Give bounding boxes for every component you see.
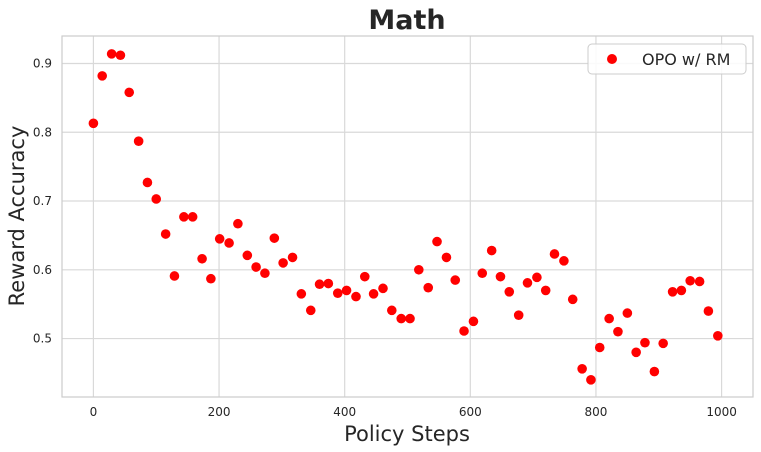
data-point [341, 285, 352, 296]
data-point [613, 326, 623, 337]
data-point [97, 71, 108, 81]
plot-frame [61, 35, 754, 398]
x-tick-label: 200 [208, 405, 231, 419]
data-point [405, 313, 415, 324]
data-point [631, 347, 641, 358]
y-axis-ticks: 0.5 0.6 0.7 0.8 0.9 [33, 57, 52, 346]
y-axis-label: Reward Accuracy [5, 126, 29, 307]
data-point [658, 338, 668, 349]
y-tick-label: 0.9 [33, 57, 52, 71]
data-point [423, 282, 434, 293]
data-point [224, 238, 234, 248]
data-point [540, 285, 551, 296]
x-tick-label: 600 [459, 405, 482, 419]
data-point [694, 276, 705, 287]
data-point [323, 278, 334, 289]
data-point [604, 313, 614, 324]
grid-lines [62, 36, 753, 397]
data-point [242, 250, 253, 261]
data-point [396, 313, 407, 324]
data-point [169, 271, 180, 281]
data-point [586, 375, 596, 385]
data-point [441, 252, 452, 263]
data-point [351, 291, 361, 302]
data-point [151, 194, 162, 204]
data-point [106, 49, 117, 59]
data-point [214, 234, 225, 244]
data-point [450, 275, 461, 285]
data-point [676, 285, 687, 296]
data-point [640, 337, 650, 348]
data-point [115, 50, 126, 61]
data-point [287, 252, 298, 263]
data-point [559, 256, 569, 266]
x-tick-label: 400 [333, 405, 356, 419]
data-point [386, 305, 397, 316]
legend-marker [607, 54, 617, 64]
y-tick-label: 0.5 [33, 332, 52, 346]
data-point [486, 245, 497, 256]
data-point [649, 366, 660, 377]
y-tick-label: 0.6 [33, 263, 52, 277]
data-point [522, 278, 533, 288]
data-point [713, 331, 723, 341]
data-point [432, 236, 442, 247]
data-point [206, 273, 216, 284]
data-point [142, 177, 153, 188]
data-points [88, 49, 723, 385]
x-tick-label: 0 [90, 405, 98, 419]
x-tick-label: 800 [585, 405, 608, 419]
chart-title: Math [368, 5, 445, 36]
data-point [703, 306, 714, 316]
legend-box [587, 43, 747, 75]
data-point [332, 288, 343, 298]
data-point [594, 342, 605, 353]
data-point [197, 253, 207, 264]
data-point [459, 326, 469, 336]
data-point [504, 286, 515, 297]
data-point [685, 275, 695, 286]
legend: OPO w/ RM [587, 43, 747, 75]
data-point [513, 310, 524, 320]
data-point [414, 264, 424, 275]
data-point [314, 279, 325, 290]
data-point [233, 218, 243, 229]
data-point [368, 289, 379, 299]
y-tick-label: 0.7 [33, 194, 52, 208]
data-point [269, 233, 280, 243]
data-point [251, 262, 261, 272]
data-point [567, 294, 578, 305]
data-point [179, 212, 189, 222]
data-point [296, 289, 307, 299]
data-point [667, 286, 678, 297]
data-point [549, 249, 560, 259]
data-point [532, 272, 542, 283]
data-point [622, 308, 633, 318]
data-point [88, 118, 99, 129]
data-point [495, 271, 506, 282]
data-point [133, 136, 144, 147]
y-tick-label: 0.8 [33, 125, 52, 139]
x-axis-ticks: 0 200 400 600 800 1000 [90, 405, 737, 419]
data-point [305, 305, 316, 316]
data-point [278, 258, 288, 268]
x-axis-label: Policy Steps [344, 422, 470, 446]
x-tick-label: 1000 [706, 405, 737, 419]
data-point [160, 229, 171, 239]
data-point [378, 283, 388, 294]
data-point [468, 316, 479, 327]
data-point [477, 268, 488, 279]
data-point [359, 271, 370, 282]
data-point [260, 268, 270, 279]
legend-label: OPO w/ RM [642, 50, 730, 69]
data-point [187, 212, 198, 222]
data-point [124, 87, 135, 98]
data-point [577, 364, 587, 374]
